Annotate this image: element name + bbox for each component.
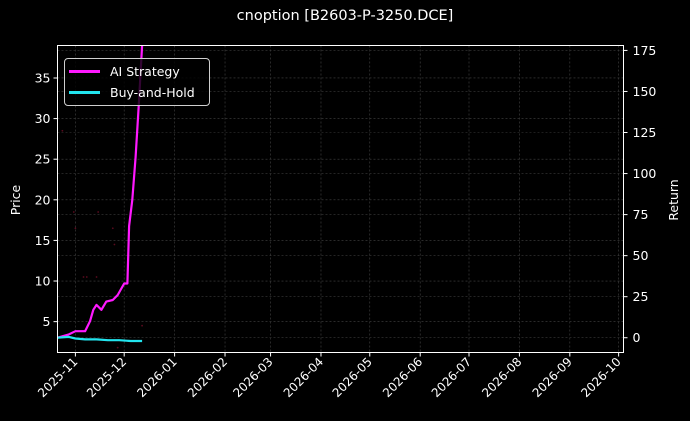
legend-label: Buy-and-Hold [110, 84, 195, 100]
y2-tick-label: 25 [633, 289, 649, 304]
y-axis-label: Price [8, 184, 23, 215]
y2-tick-label: 0 [633, 330, 641, 345]
y2-tick-label: 75 [633, 207, 649, 222]
x-tick-label: 2026-02 [185, 355, 230, 400]
data-series [57, 45, 144, 349]
x-tick-label: 2026-01 [134, 355, 179, 400]
x-tick-label: 2026-03 [230, 355, 275, 400]
x-tick-label: 2025-11 [35, 355, 80, 400]
y-tick-label: 5 [43, 314, 51, 329]
ai-strategy-line [57, 45, 144, 339]
y2-tick-label: 100 [633, 166, 657, 181]
y2-tick-label: 175 [633, 43, 657, 58]
x-tick-label: 2026-08 [479, 355, 524, 400]
plot-frame [57, 45, 624, 353]
x-tick-label: 2026-09 [530, 355, 575, 400]
buy-and-hold-line [57, 335, 143, 343]
x-tick-label: 2026-04 [281, 355, 326, 400]
x-tick-label: 2025-12 [84, 355, 129, 400]
y-tick-label: 20 [35, 192, 51, 207]
y-tick-label: 15 [35, 233, 51, 248]
y-tick-label: 30 [35, 111, 51, 126]
legend-label: AI Strategy [110, 63, 180, 79]
chart-title: cnoption [B2603-P-3250.DCE] [236, 8, 454, 24]
y2-axis-label: Return [666, 179, 681, 220]
grid-lines [57, 45, 624, 353]
legend: AI Strategy Buy-and-Hold [64, 58, 210, 106]
buy-and-hold-swatch-icon [69, 90, 100, 94]
legend-item-ai-strategy: AI Strategy [69, 61, 180, 81]
y-tick-label: 10 [35, 274, 51, 289]
y2-tick-label: 50 [633, 248, 649, 263]
legend-item-buy-and-hold: Buy-and-Hold [69, 82, 195, 102]
y-tick-label: 35 [35, 70, 51, 85]
x-tick-label: 2026-10 [578, 355, 623, 400]
y-tick-label: 25 [35, 152, 51, 167]
y2-tick-label: 125 [633, 125, 657, 140]
y2-tick-label: 150 [633, 84, 657, 99]
x-tick-label: 2026-05 [330, 355, 375, 400]
ai-strategy-swatch-icon [69, 69, 100, 73]
x-tick-label: 2026-06 [380, 355, 425, 400]
x-tick-label: 2026-07 [429, 355, 474, 400]
